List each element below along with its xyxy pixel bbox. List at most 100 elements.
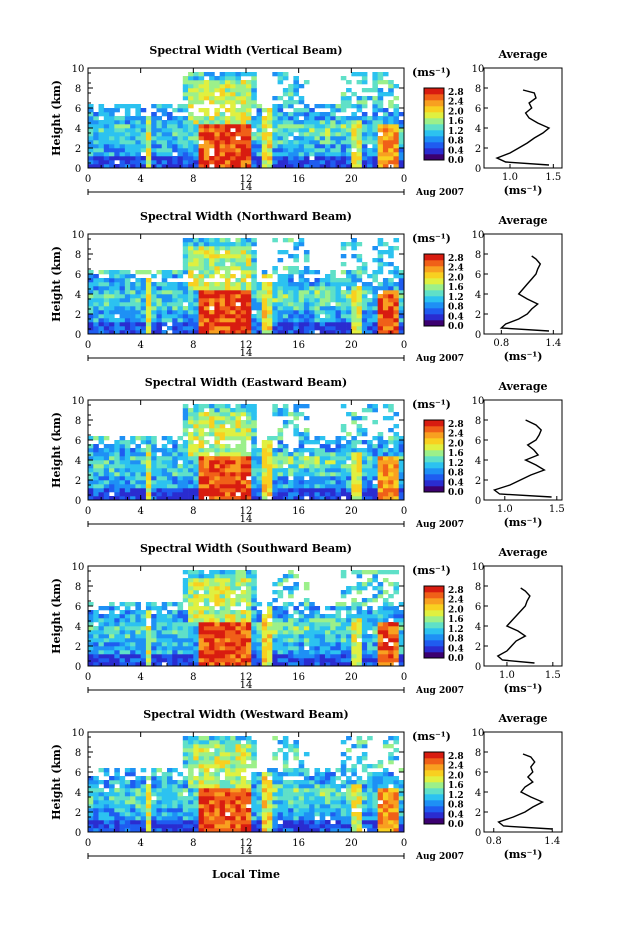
heatmap-cell [214, 590, 220, 595]
heatmap-cell [177, 780, 184, 785]
heatmap-cell [240, 642, 247, 647]
heatmap-cell [335, 464, 342, 469]
heatmap-cell [382, 290, 389, 295]
heatmap-cell [267, 452, 273, 457]
heatmap-cell [309, 128, 315, 133]
heatmap-cell [246, 464, 252, 469]
heatmap-cell [203, 314, 210, 319]
heatmap-cell [372, 258, 378, 263]
heatmap-cell [161, 148, 168, 153]
heatmap-cell [224, 428, 231, 433]
heatmap-cell [177, 800, 184, 805]
heatmap-cell [109, 488, 115, 493]
heatmap-cell [161, 658, 168, 663]
heatmap-cell [298, 160, 305, 165]
heatmap-cell [235, 92, 242, 97]
heatmap-cell [251, 582, 257, 587]
heatmap-cell [361, 432, 368, 437]
heatmap-cell [377, 318, 384, 323]
heatmap-cell [135, 472, 141, 477]
heatmap-cell [109, 610, 115, 615]
heatmap-cell [303, 104, 310, 109]
heatmap-cell [388, 452, 394, 457]
heatmap-cell [219, 428, 226, 433]
heatmap-field [88, 404, 405, 501]
heatmap-cell [172, 622, 178, 627]
heatmap-cell [193, 496, 199, 501]
heatmap-cell [240, 432, 247, 437]
heatmap-cell [288, 318, 294, 323]
heatmap-cell [182, 828, 189, 833]
heatmap-cell [214, 310, 220, 315]
heatmap-cell [98, 622, 105, 627]
heatmap-cell [372, 626, 378, 631]
heatmap-cell [351, 140, 357, 145]
heatmap-cell [209, 630, 215, 635]
heatmap-cell [114, 274, 120, 279]
heatmap-cell [172, 440, 178, 445]
heatmap-cell [361, 472, 368, 477]
colorbar-tick-label: 0.4 [448, 478, 464, 488]
heatmap-cell [224, 496, 231, 501]
heatmap-cell [145, 476, 152, 481]
heatmap-cell [230, 488, 236, 493]
heatmap-cell [298, 472, 305, 477]
heatmap-cell [156, 124, 163, 129]
heatmap-cell [261, 160, 268, 165]
heatmap-cell [193, 598, 199, 603]
heatmap-cell [293, 100, 299, 105]
heatmap-cell [377, 570, 384, 575]
heatmap-cell [224, 314, 231, 319]
heatmap-cell [161, 606, 168, 611]
heatmap-cell [346, 646, 352, 651]
heatmap-cell [277, 484, 284, 489]
heatmap-cell [203, 614, 210, 619]
heatmap-cell [151, 116, 157, 121]
heatmap-cell [140, 440, 147, 445]
heatmap-cell [88, 642, 94, 647]
heatmap-cell [293, 480, 299, 485]
heatmap-cell [314, 152, 321, 157]
heatmap-cell [372, 298, 378, 303]
heatmap-cell [198, 156, 205, 161]
heatmap-cell [214, 480, 220, 485]
heatmap-cell [209, 456, 215, 461]
heatmap-cell [172, 310, 178, 315]
heatmap-cell [140, 768, 147, 773]
heatmap-cell [367, 330, 373, 335]
heatmap-cell [203, 598, 210, 603]
heatmap-cell [319, 294, 326, 299]
heatmap-cell [114, 488, 120, 493]
heatmap-cell [88, 622, 94, 627]
heatmap-cell [209, 294, 215, 299]
heatmap-cell [382, 448, 389, 453]
heatmap-cell [93, 480, 99, 485]
heatmap-cell [182, 594, 189, 599]
heatmap-cell [377, 626, 384, 631]
heatmap-cell [372, 132, 378, 137]
heatmap-cell [235, 622, 242, 627]
heatmap-cell [361, 88, 368, 93]
heatmap-cell [124, 298, 131, 303]
average-y-tick-label: 8 [475, 416, 481, 427]
heatmap-cell [246, 128, 252, 133]
heatmap-cell [198, 492, 205, 497]
heatmap-cell [124, 160, 131, 165]
heatmap-cell [230, 590, 236, 595]
heatmap-cell [351, 662, 357, 667]
heatmap-cell [182, 84, 189, 89]
heatmap-cell [161, 824, 168, 829]
heatmap-cell [145, 626, 152, 631]
heatmap-cell [151, 160, 157, 165]
heatmap-cell [361, 124, 368, 129]
heatmap-cell [98, 618, 105, 623]
heatmap-cell [188, 436, 194, 441]
heatmap-cell [240, 290, 247, 295]
heatmap-cell [230, 322, 236, 327]
heatmap-cell [272, 160, 278, 165]
heatmap-cell [172, 282, 178, 287]
heatmap-cell [251, 436, 257, 441]
heatmap-cell [398, 440, 405, 445]
heatmap-cell [193, 258, 199, 263]
heatmap-cell [319, 104, 326, 109]
